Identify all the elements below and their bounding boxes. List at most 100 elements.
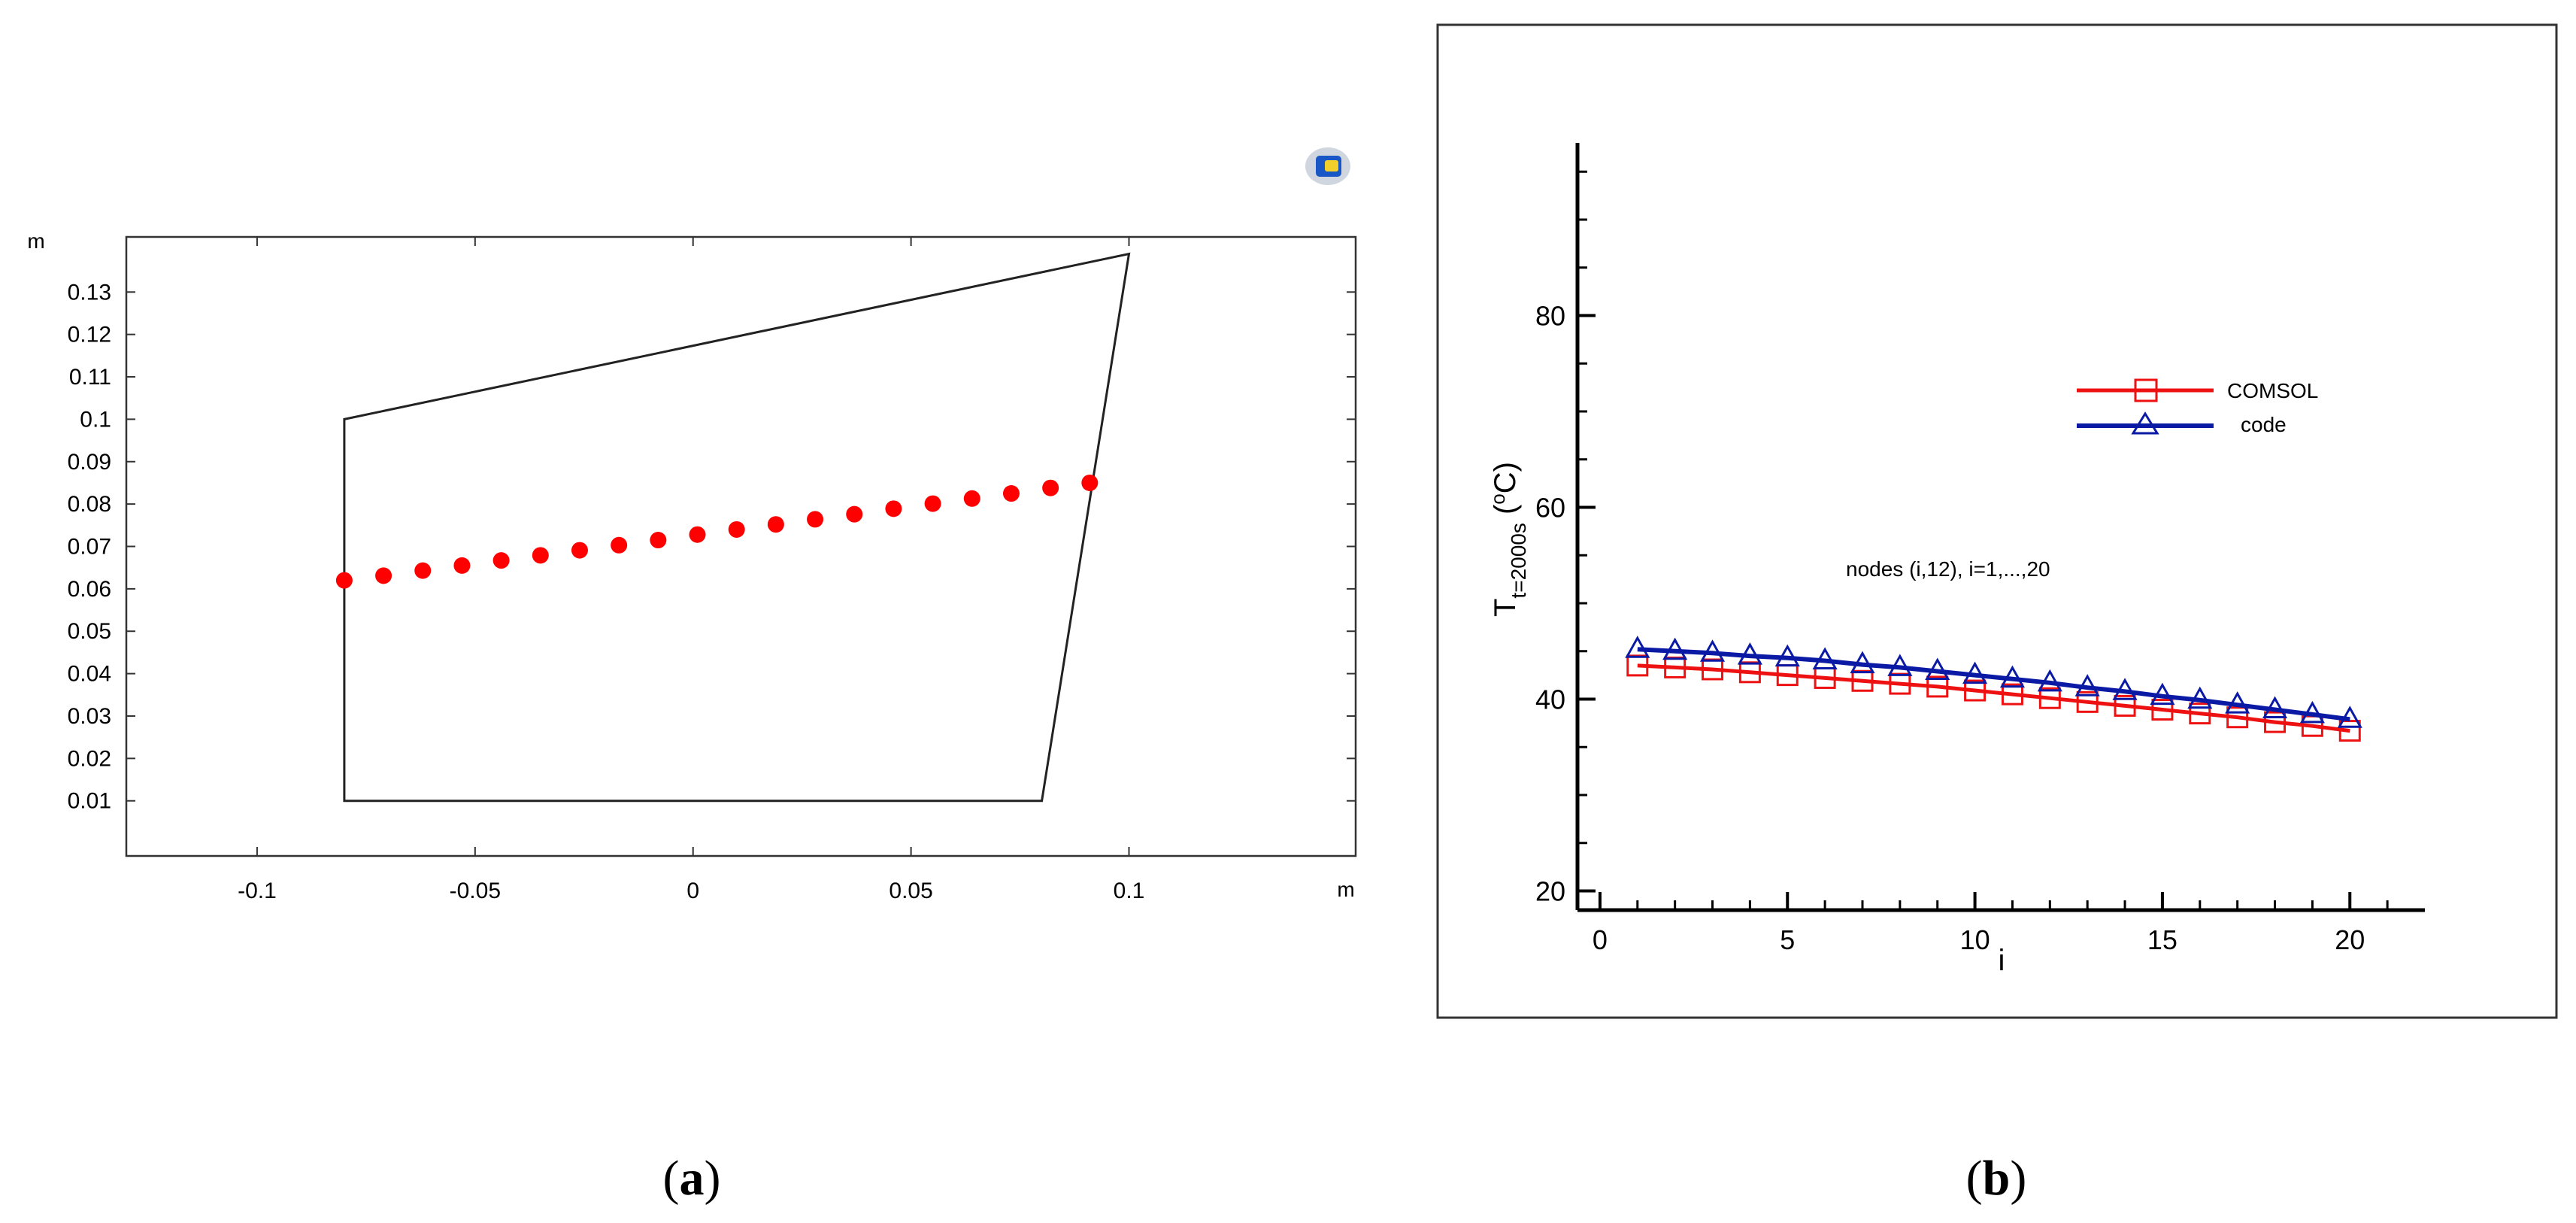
data-point-comsol (2189, 703, 2211, 725)
axes-b: 20 40 60 80 0 5 10 15 20 (1535, 143, 2425, 955)
sample-point (1002, 485, 1020, 502)
sample-point (453, 557, 471, 574)
y-tick-label-a: 0.03 (68, 704, 111, 729)
data-point-comsol (2001, 683, 2023, 706)
panel-b-frame (1436, 23, 2558, 1019)
data-point-code (1662, 637, 1688, 660)
data-point-code (1625, 636, 1650, 658)
y-tick-label-b: 60 (1535, 493, 1565, 523)
caption-a-letter: a (680, 1151, 705, 1206)
x-tick-label-b: 15 (2147, 924, 2177, 955)
y-tick-label-a: 0.04 (68, 662, 111, 687)
y-tick-label-a: 0.13 (68, 280, 111, 305)
sample-point (885, 500, 902, 517)
x-tick-label-b: 20 (2335, 924, 2365, 955)
legend-marker-code (2131, 411, 2159, 435)
y-label-sub: t=2000s (1507, 523, 1530, 598)
data-point-comsol (2038, 687, 2061, 709)
sample-points (335, 474, 1099, 589)
y-tick-label-a: 0.11 (69, 365, 111, 390)
x-tick-label-b: 0 (1593, 924, 1608, 955)
y-tick-label-b: 20 (1535, 876, 1565, 907)
data-point-code (1737, 642, 1762, 665)
series-line-code (1637, 647, 2350, 722)
caption-a: (a) (663, 1151, 721, 1206)
y-tick-label-b: 40 (1535, 684, 1565, 715)
sample-point (492, 552, 510, 569)
data-point-code (2299, 700, 2325, 724)
data-point-code (2225, 691, 2250, 714)
legend-label-comsol: COMSOL (2227, 379, 2318, 402)
y-unit-label-a: m (27, 229, 44, 253)
y-tick-label-a: 0.06 (68, 577, 111, 602)
nodes-annotation: nodes (i,12), i=1,...,20 (1846, 557, 2050, 581)
y-tick-label-a: 0.12 (68, 323, 111, 347)
y-label-unit-open: ( (1489, 504, 1522, 523)
x-tick-label-a: 0.05 (889, 879, 932, 903)
y-tick-label-a: 0.07 (68, 535, 111, 560)
y-tick-label-a: 0.09 (68, 450, 111, 475)
panel-a: m m 0.01 0.02 0.03 0.04 0.05 0.06 0.07 0.08 0.09… (27, 147, 1357, 903)
data-point-code (1699, 639, 1726, 662)
sample-point (728, 520, 745, 538)
caption-b-letter: b (1983, 1151, 2011, 1206)
data-point-code (1925, 657, 1950, 681)
legend-marker-comsol (2134, 378, 2158, 402)
data-point-comsol (2226, 706, 2249, 729)
x-tick-label-a: -0.1 (238, 879, 277, 903)
sample-point (571, 542, 588, 559)
data-point-code (2187, 686, 2213, 709)
sample-point (335, 572, 353, 589)
sample-point (532, 547, 549, 564)
sample-point (689, 526, 706, 543)
y-label-unit-close: C) (1489, 462, 1522, 493)
y-tick-label-a: 0.01 (68, 789, 111, 814)
data-point-comsol (2114, 694, 2136, 717)
sample-point (846, 505, 863, 523)
legend-label-code: code (2241, 413, 2287, 436)
geometry-polygon (343, 252, 1131, 803)
y-label-main: T (1489, 599, 1522, 617)
data-point-code (2337, 706, 2362, 728)
x-tick-label-a: 0 (686, 879, 699, 903)
data-point-comsol (2151, 699, 2174, 721)
comsol-logo-icon (1305, 147, 1350, 185)
y-axis-label-b: Tt=2000s (oC) (1487, 462, 1530, 617)
x-unit-label-a: m (1337, 878, 1354, 901)
data-point-code (2074, 674, 2100, 696)
data-point-comsol (2338, 720, 2361, 742)
series-group (1625, 636, 2362, 742)
data-point-code (1812, 647, 1838, 669)
sample-point (807, 511, 824, 528)
panel-b: 20 40 60 80 0 5 10 15 20 i Tt=2000s (oC) nodes (… (1436, 23, 2558, 1019)
sample-point (924, 495, 941, 512)
sample-point (375, 567, 392, 584)
plot-frame-a (125, 235, 1357, 857)
y-label-unit-sup: o (1487, 493, 1509, 504)
data-point-comsol (1964, 679, 1987, 702)
data-point-code (1887, 654, 1913, 676)
legend: COMSOL code (2077, 378, 2318, 436)
data-point-code (2112, 678, 2138, 700)
data-point-code (1850, 651, 1875, 674)
sample-point (611, 536, 628, 554)
series-line-comsol (1637, 663, 2350, 733)
y-tick-label-a: 0.05 (68, 619, 111, 644)
y-tick-label-b: 80 (1535, 301, 1565, 332)
sample-point (963, 490, 980, 507)
data-point-code (2037, 669, 2062, 692)
y-tick-label-a: 0.1 (80, 407, 111, 432)
data-point-code (1774, 644, 1800, 667)
sample-point (1081, 474, 1099, 491)
x-tick-label-b: 10 (1960, 924, 1990, 955)
data-point-code (2262, 696, 2288, 719)
data-point-comsol (1926, 675, 1949, 698)
caption-b: (b) (1966, 1151, 2027, 1206)
sample-point (414, 562, 432, 579)
data-point-comsol (2264, 711, 2287, 733)
x-tick-label-a: -0.05 (450, 879, 501, 903)
axes-a: 0.01 0.02 0.03 0.04 0.05 0.06 0.07 0.08 0.09 0.1 0… (68, 237, 1356, 903)
sample-point (767, 516, 784, 533)
sample-point (1042, 479, 1059, 496)
